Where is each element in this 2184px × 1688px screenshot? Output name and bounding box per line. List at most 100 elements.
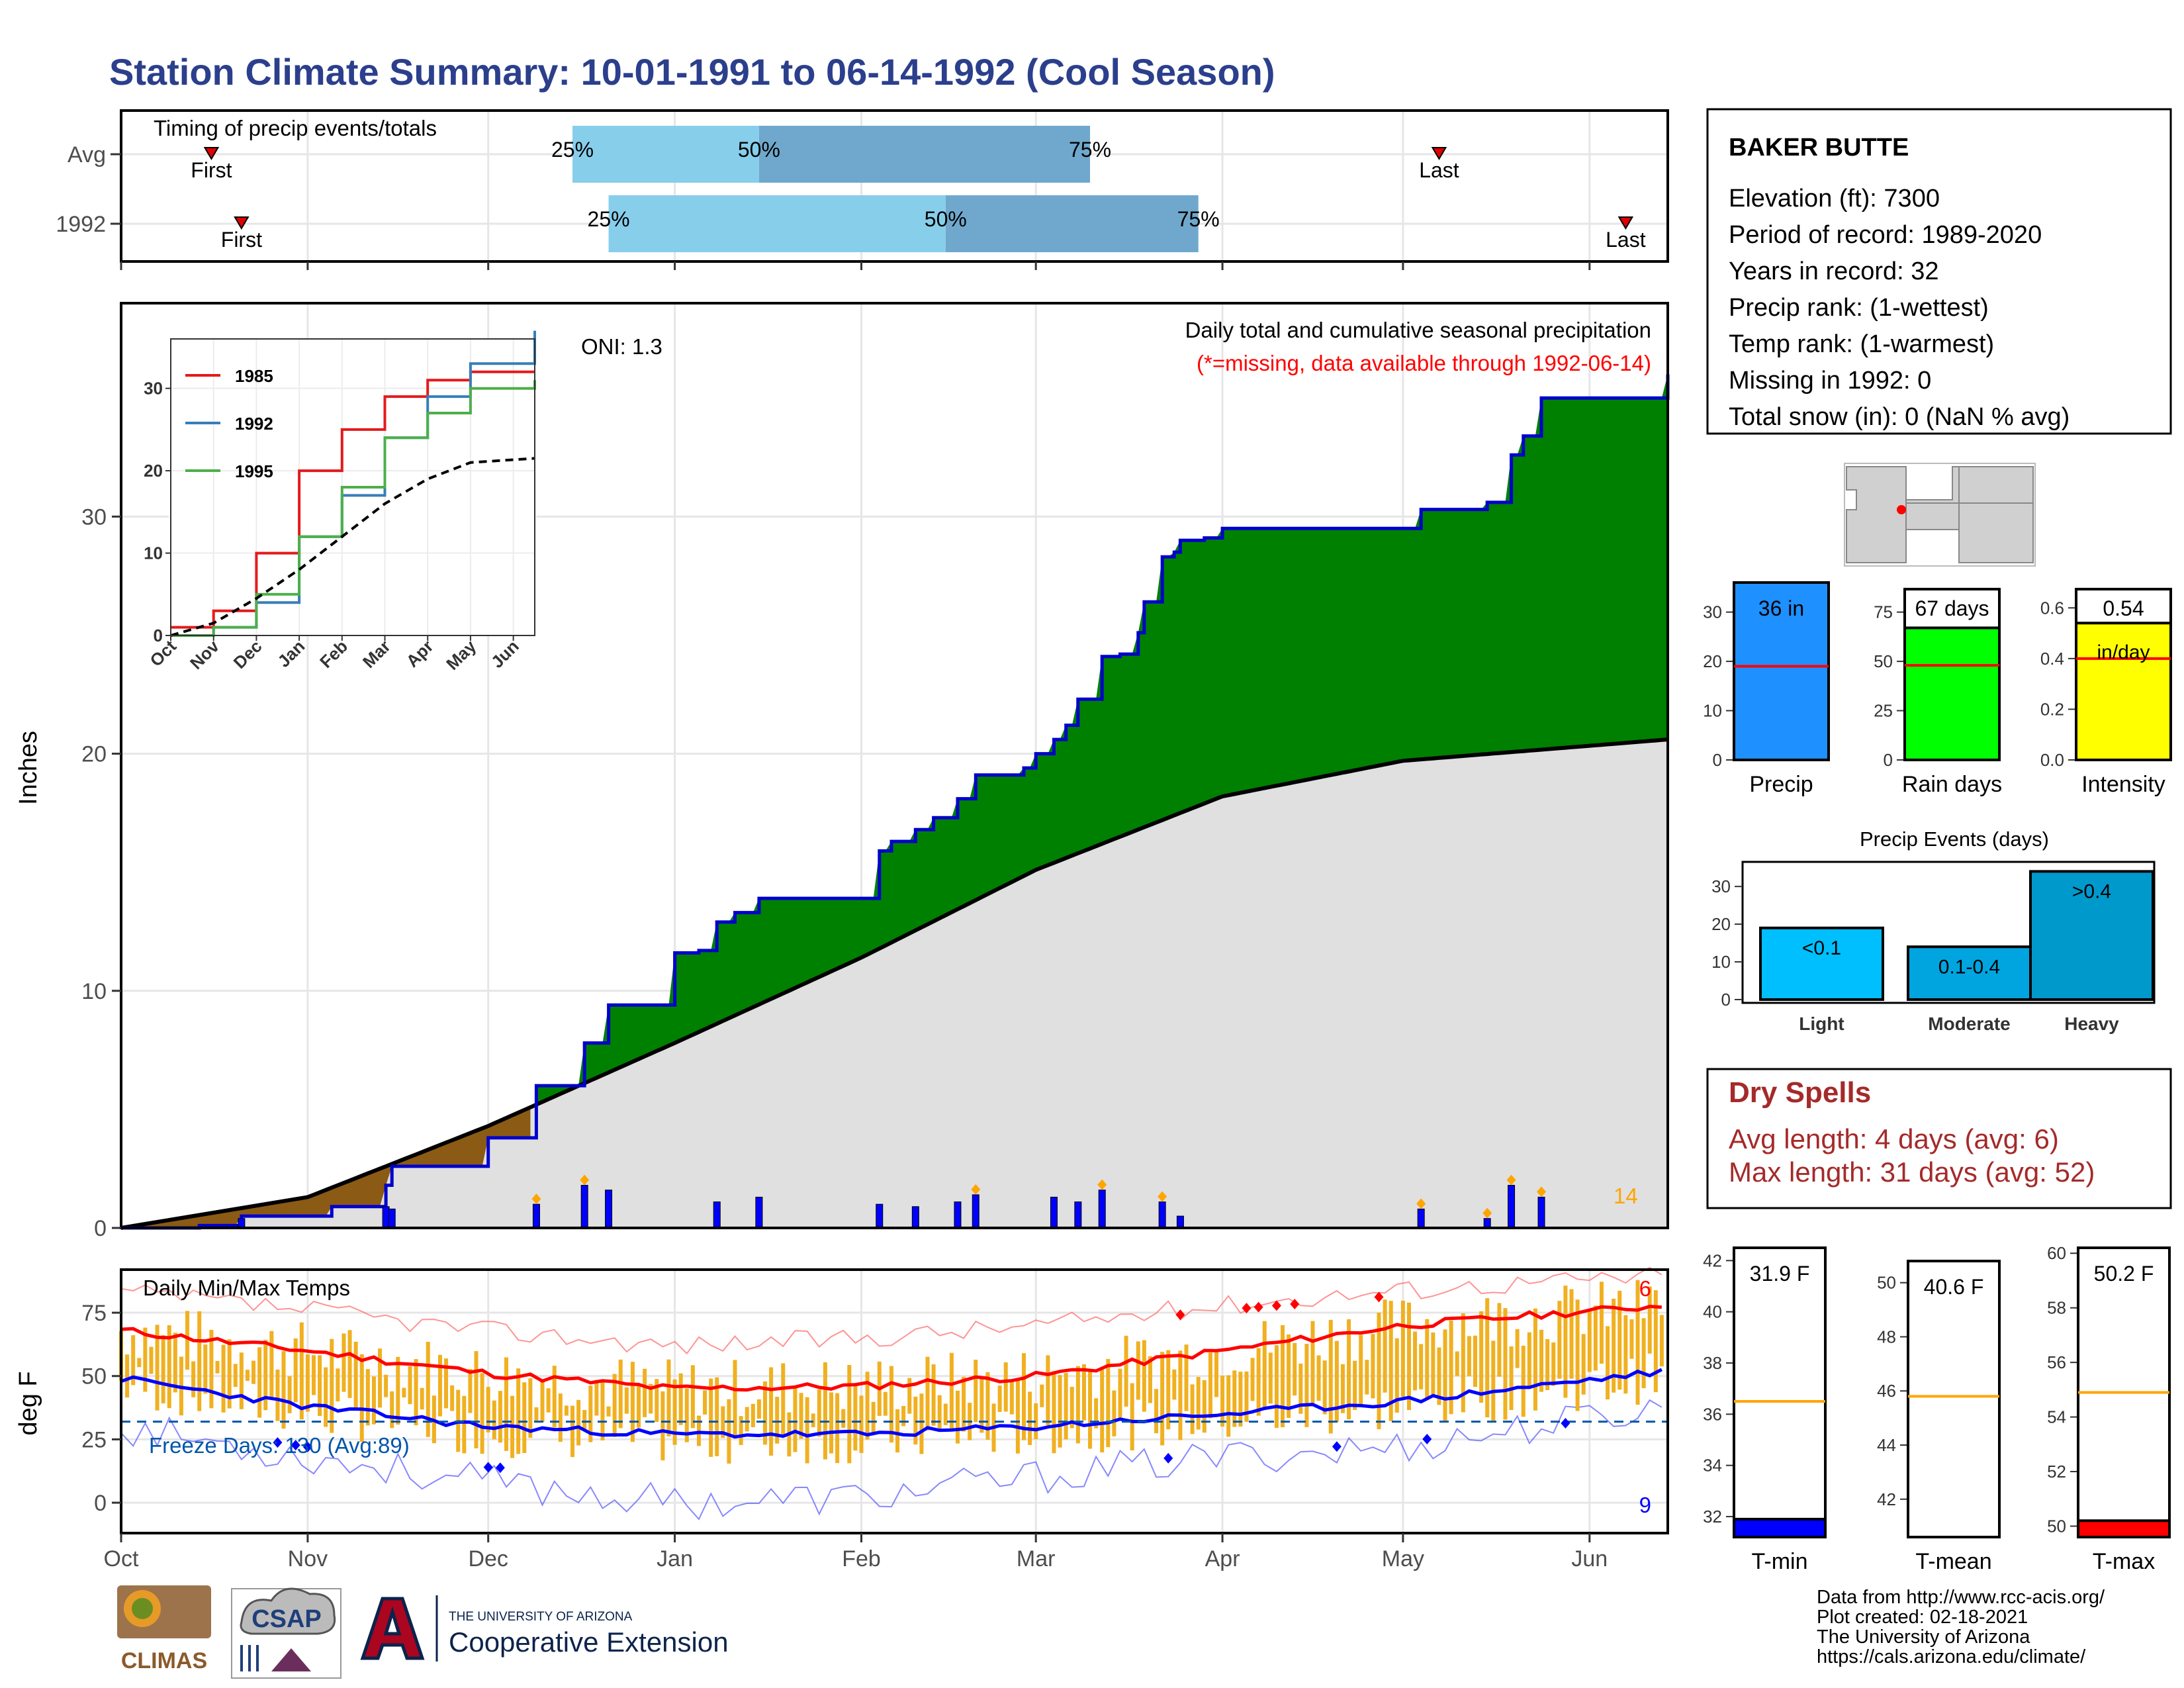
record-low-marker xyxy=(1422,1434,1432,1445)
daily-temp-range-bar xyxy=(516,1368,521,1454)
daily-temp-range-bar xyxy=(805,1397,809,1464)
record-low-marker xyxy=(302,1441,312,1452)
daily-precip-bar xyxy=(911,1206,919,1229)
daily-temp-range-bar xyxy=(1166,1350,1171,1430)
record-low-marker xyxy=(1163,1452,1173,1464)
temp-ytick-label: 58 xyxy=(2047,1298,2066,1318)
daily-temp-range-bar xyxy=(931,1364,936,1426)
temp-ytick-label: 60 xyxy=(2047,1243,2066,1263)
station-line: Total snow (in): 0 (NaN % avg) xyxy=(1729,403,2070,431)
daily-temp-range-bar xyxy=(655,1379,659,1423)
daily-temp-range-bar xyxy=(1491,1340,1496,1421)
temp-ytick-label: 38 xyxy=(1703,1353,1722,1373)
season-ytick-label: 0 xyxy=(1884,750,1893,770)
daily-temp-range-bar xyxy=(919,1393,924,1454)
daily-temp-range-bar xyxy=(131,1335,136,1385)
footer-line: https://cals.arizona.edu/climate/ xyxy=(1817,1646,2086,1667)
temp-bar-label: T-mean xyxy=(1915,1549,1991,1574)
daily-temp-range-bar xyxy=(1629,1319,1634,1359)
inset-xtick-label: Feb xyxy=(316,636,351,672)
temp-ytick-label: 50 xyxy=(81,1364,107,1389)
daily-temp-range-bar xyxy=(1009,1380,1014,1415)
locator-map xyxy=(1844,463,2036,567)
season-ytick-label: 0.6 xyxy=(2040,598,2064,618)
record-low-marker xyxy=(1561,1418,1570,1429)
record-high-marker xyxy=(1175,1309,1185,1321)
legend-label: 1995 xyxy=(235,461,273,481)
daily-temp-range-bar xyxy=(1413,1331,1418,1391)
daily-temp-range-bar xyxy=(1130,1383,1134,1451)
inset-xtick-label: Mar xyxy=(359,636,394,672)
daily-temp-range-bar xyxy=(1172,1369,1177,1400)
record-low-marker xyxy=(291,1440,300,1451)
daily-temp-range-bar xyxy=(1328,1319,1333,1434)
inset-ytick-label: 30 xyxy=(144,379,163,399)
daily-temp-range-bar xyxy=(408,1366,412,1405)
last-event-label: Last xyxy=(1606,228,1646,252)
daily-temp-range-bar xyxy=(678,1373,683,1425)
daily-temp-range-bar xyxy=(1563,1286,1568,1398)
season-bar-value: 0.54 xyxy=(2103,596,2144,620)
daily-temp-range-bar xyxy=(534,1407,539,1421)
daily-temp-range-bar xyxy=(1606,1326,1610,1400)
daily-temp-range-bar xyxy=(1635,1280,1640,1405)
daily-temp-range-bar xyxy=(865,1372,870,1440)
temp-ytick-label: 50 xyxy=(1877,1273,1896,1293)
daily-temp-range-bar xyxy=(1178,1350,1183,1440)
daily-temp-range-bar xyxy=(606,1406,611,1417)
daily-temp-range-bar xyxy=(1539,1329,1544,1392)
daily-temp-range-bar xyxy=(245,1370,250,1382)
extreme-precip-marker xyxy=(531,1194,541,1205)
inset-ytick-label: 10 xyxy=(144,543,163,563)
temp-bar-value: 31.9 F xyxy=(1750,1262,1810,1286)
record-low-marker xyxy=(1332,1441,1342,1452)
season-bar-unit: in/day xyxy=(2097,641,2150,663)
dry-spells-box: Dry Spells Avg length: 4 days (avg: 6) M… xyxy=(1706,1068,2172,1209)
daily-temp-range-bar xyxy=(1599,1282,1604,1364)
daily-temp-range-bar xyxy=(420,1387,424,1410)
season-totals-charts: 36 in Precip 0 10 20 30 67 days Rain days 0 25 50 7… xyxy=(1703,581,2172,797)
daily-temp-range-bar xyxy=(1202,1380,1206,1433)
inset-xtick-label: Nov xyxy=(186,636,223,673)
daily-temp-range-bar xyxy=(1094,1398,1099,1429)
daily-temp-range-bar xyxy=(1575,1299,1580,1411)
record-high-marker xyxy=(1374,1291,1384,1303)
temp-panel-title: Daily Min/Max Temps xyxy=(143,1276,350,1300)
daily-temp-range-bar xyxy=(311,1355,316,1395)
station-line: Years in record: 32 xyxy=(1729,258,1939,285)
csap-logo: CSAP xyxy=(231,1587,341,1679)
temp-bar-frame xyxy=(1907,1260,2001,1538)
daily-temp-range-bar xyxy=(703,1390,707,1415)
daily-temp-range-bar xyxy=(612,1374,617,1437)
daily-temp-range-bar xyxy=(1461,1313,1465,1413)
temp-bar-t-max xyxy=(2077,1519,2171,1539)
inset-xtick-label: Apr xyxy=(402,636,437,671)
station-line: Elevation (ft): 7300 xyxy=(1729,185,1940,212)
daily-temp-range-bar xyxy=(1154,1389,1159,1434)
daily-temp-range-bar xyxy=(895,1409,900,1453)
extreme-precip-marker xyxy=(1537,1186,1547,1197)
daily-temp-range-bar xyxy=(1527,1332,1531,1389)
temp-panel: Daily Min/Max Temps Freeze Days: 130 (Av… xyxy=(15,1266,1669,1571)
daily-precip-bar xyxy=(1158,1201,1166,1229)
daily-temp-range-bar xyxy=(1075,1366,1080,1444)
daily-temp-range-bar xyxy=(1040,1384,1044,1407)
daily-temp-range-bar xyxy=(997,1385,1002,1412)
daily-temp-range-bar xyxy=(1479,1311,1484,1403)
extreme-precip-marker xyxy=(1506,1174,1516,1186)
daily-temp-range-bar xyxy=(1052,1371,1056,1454)
daily-temp-range-bar xyxy=(1058,1375,1062,1448)
station-line: Missing in 1992: 0 xyxy=(1729,367,1931,395)
daily-temp-range-bar xyxy=(1503,1308,1508,1420)
daily-temp-range-bar xyxy=(799,1393,803,1439)
daily-temp-range-bar xyxy=(1623,1315,1628,1394)
quartile-label: 75% xyxy=(1069,138,1111,162)
footer-credits: Data from http://www.rcc-acis.org/ Plot … xyxy=(1817,1587,2105,1667)
temp-ytick-label: 36 xyxy=(1703,1404,1722,1424)
daily-temp-range-bar xyxy=(600,1381,605,1440)
daily-temp-range-bar xyxy=(492,1400,496,1440)
daily-temp-range-bar xyxy=(1400,1300,1405,1397)
season-ytick-label: 50 xyxy=(1874,651,1893,671)
daily-temp-range-bar xyxy=(907,1378,912,1414)
daily-temp-range-bar xyxy=(167,1325,171,1409)
